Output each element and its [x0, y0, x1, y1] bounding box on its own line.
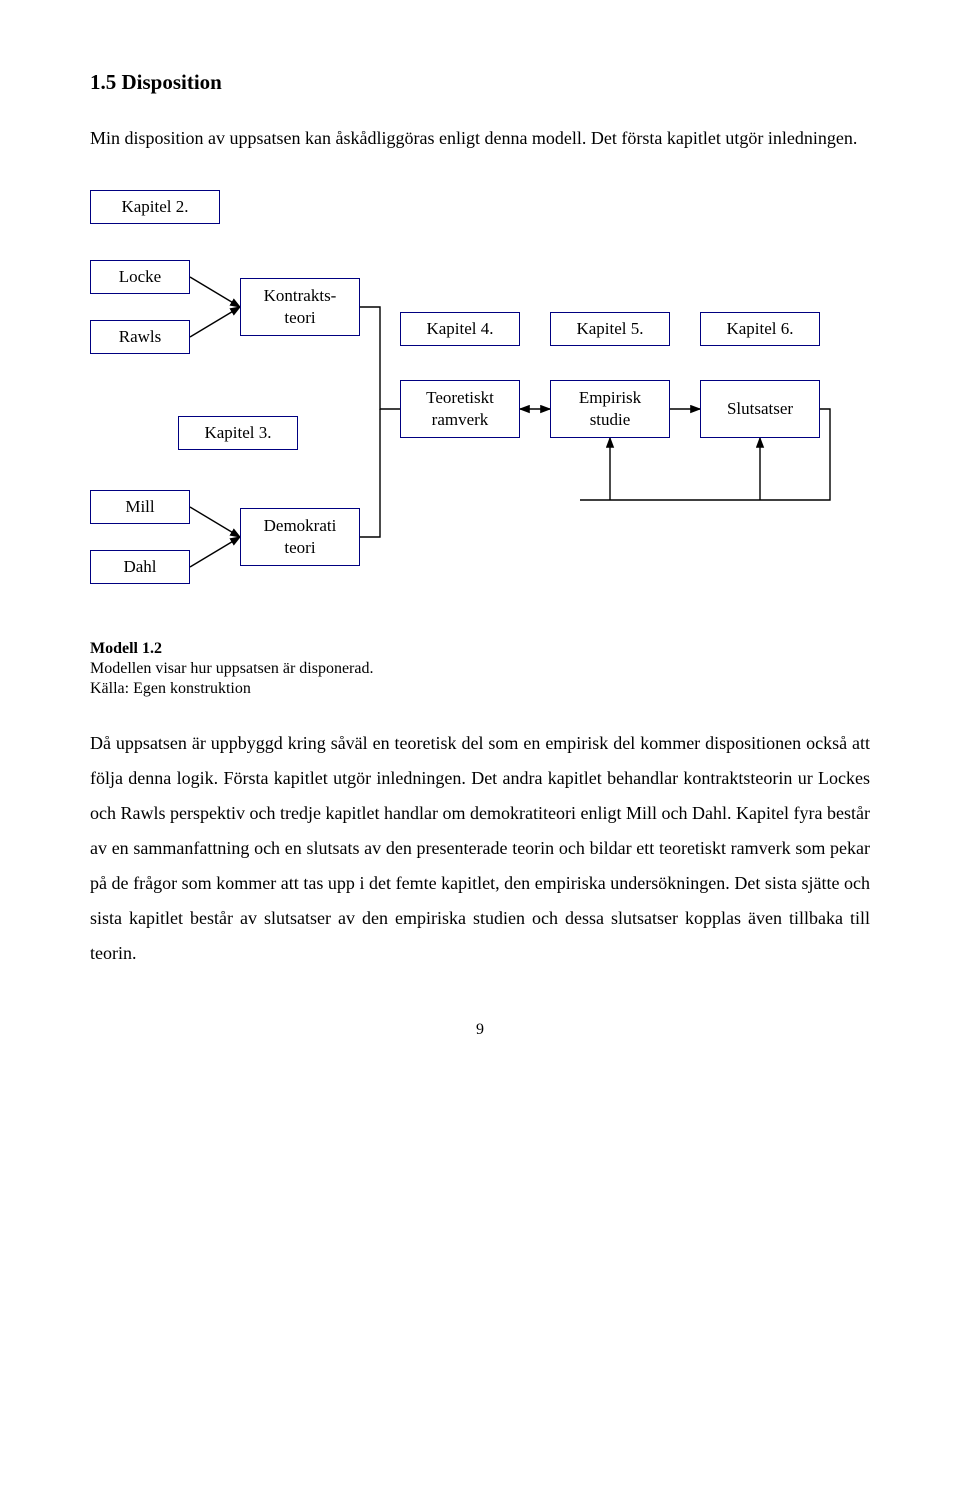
intro-paragraph: Min disposition av uppsatsen kan åskådli… [90, 123, 870, 154]
section-heading: 1.5 Disposition [90, 70, 870, 95]
diagram-box-kap6: Kapitel 6. [700, 312, 820, 346]
diagram-box-kap4: Kapitel 4. [400, 312, 520, 346]
diagram-box-locke: Locke [90, 260, 190, 294]
body-paragraph: Då uppsatsen är uppbyggd kring såväl en … [90, 726, 870, 972]
diagram-box-empirisk: Empiriskstudie [550, 380, 670, 438]
diagram-box-rawls: Rawls [90, 320, 190, 354]
diagram-box-demokrati: Demokratiteori [240, 508, 360, 566]
model-caption: Modellen visar hur uppsatsen är disponer… [90, 660, 870, 678]
diagram-box-kontrakt: Kontrakts-teori [240, 278, 360, 336]
diagram-box-slutsatser: Slutsatser [700, 380, 820, 438]
page-number: 9 [90, 1021, 870, 1039]
model-label: Modell 1.2 [90, 640, 870, 658]
model-source: Källa: Egen konstruktion [90, 680, 870, 698]
diagram-box-kap2: Kapitel 2. [90, 190, 220, 224]
diagram-box-dahl: Dahl [90, 550, 190, 584]
diagram-box-kap3: Kapitel 3. [178, 416, 298, 450]
disposition-diagram: Kapitel 2. Locke Rawls Kontrakts-teori Kapit… [90, 190, 850, 630]
diagram-box-teoretiskt: Teoretisktramverk [400, 380, 520, 438]
diagram-box-kap5: Kapitel 5. [550, 312, 670, 346]
diagram-box-mill: Mill [90, 490, 190, 524]
